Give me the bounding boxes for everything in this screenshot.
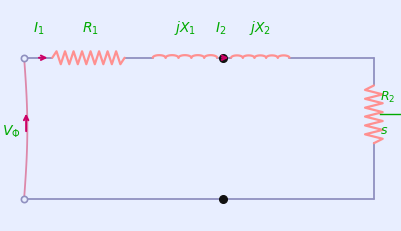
Text: $s$: $s$ (379, 124, 387, 137)
Text: $R_1$: $R_1$ (82, 21, 99, 37)
Text: $I_2$: $I_2$ (214, 21, 225, 37)
Text: $R_2$: $R_2$ (379, 90, 394, 105)
Text: $V_\Phi$: $V_\Phi$ (2, 124, 20, 140)
Text: $jX_1$: $jX_1$ (173, 19, 196, 37)
Text: $jX_2$: $jX_2$ (249, 19, 271, 37)
Text: $I_1$: $I_1$ (32, 21, 44, 37)
